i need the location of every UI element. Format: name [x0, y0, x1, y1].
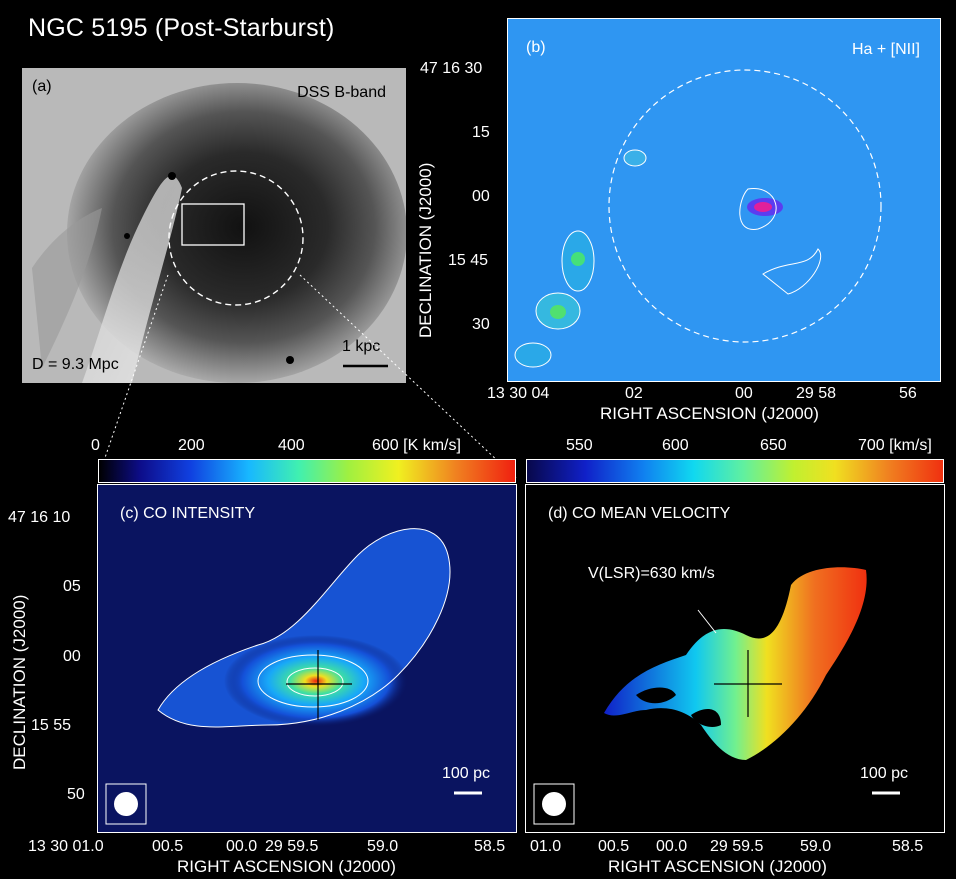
panel-c-xlabel: RIGHT ASCENSION (J2000) — [177, 857, 396, 876]
panel-c-xtick-3: 29 59.5 — [265, 838, 319, 855]
panel-b-line: Ha + [NII] — [851, 41, 920, 58]
panel-c-cbar-tick-3: 600 [K km/s] — [372, 437, 461, 454]
panel-d-label: (d) CO MEAN VELOCITY — [548, 505, 731, 522]
panel-c-xtick-2: 00.0 — [226, 838, 258, 855]
co-velocity-graphic — [533, 567, 900, 825]
panel-d-cbar-tick-0: 550 — [566, 437, 593, 454]
panel-d-scale-label: 100 pc — [860, 765, 909, 782]
panel-c-xtick-5: 58.5 — [474, 838, 506, 855]
panel-d-xlabel: RIGHT ASCENSION (J2000) — [608, 857, 827, 876]
panel-c-ytick-0: 47 16 10 — [8, 509, 71, 526]
panel-b-xtick-4: 56 — [899, 385, 917, 402]
panel-c-ytick-2: 00 — [63, 648, 81, 665]
panel-b-xtick-0: 13 30 04 — [487, 385, 550, 402]
panel-b-label: (b) — [526, 39, 546, 56]
panel-b-ytick-2: 00 — [472, 188, 490, 205]
panel-c-ytick-3: 15 55 — [31, 717, 72, 734]
panel-a-band: DSS B-band — [297, 84, 386, 101]
panel-a-scale-label: 1 kpc — [342, 338, 381, 355]
panel-b-xtick-1: 02 — [625, 385, 643, 402]
panel-c-colorbar — [98, 459, 516, 483]
panel-d-xtick-4: 59.0 — [800, 838, 832, 855]
panel-c-cbar-tick-2: 400 — [278, 437, 305, 454]
panel-c-cbar-tick-0: 0 — [91, 437, 100, 454]
panel-c-ylabel: DECLINATION (J2000) — [10, 594, 29, 770]
dss-image-graphic — [32, 83, 406, 383]
panel-c-xtick-0: 13 30 01.0 — [28, 838, 104, 855]
panel-a-distance: D = 9.3 Mpc — [32, 356, 119, 373]
panel-b-xlabel: RIGHT ASCENSION (J2000) — [600, 404, 819, 423]
panel-b-halpha-map: (b) Ha + [NII] — [507, 18, 941, 382]
panel-d-colorbar — [526, 459, 944, 483]
halpha-map-graphic — [514, 69, 882, 368]
panel-b-ytick-0: 47 16 30 — [420, 60, 483, 77]
panel-b-ylabel: DECLINATION (J2000) — [416, 162, 435, 338]
panel-b-xtick-3: 29 58 — [796, 385, 837, 402]
figure-title: NGC 5195 (Post-Starburst) — [28, 14, 335, 42]
panel-d-co-velocity-map: (d) CO MEAN VELOCITY V(LSR)=630 km/s 100… — [525, 484, 945, 833]
panel-d-xtick-0: 01.0 — [530, 838, 562, 855]
panel-b-xtick-2: 00 — [735, 385, 753, 402]
panel-c-xtick-1: 00.5 — [152, 838, 184, 855]
panel-b-ytick-1: 15 — [472, 124, 490, 141]
panel-c-co-intensity-map: (c) CO INTENSITY 100 pc — [97, 484, 517, 833]
panel-d-xtick-3: 29 59.5 — [710, 838, 764, 855]
panel-d-cbar-tick-1: 600 — [662, 437, 689, 454]
panel-a-label: (a) — [32, 78, 52, 95]
panel-c-scale-label: 100 pc — [442, 765, 491, 782]
panel-a-dss-image: (a) DSS B-band D = 9.3 Mpc 1 kpc — [22, 68, 406, 383]
panel-b-ytick-4: 30 — [472, 316, 490, 333]
panel-d-cbar-tick-2: 650 — [760, 437, 787, 454]
panel-d-xtick-2: 00.0 — [656, 838, 688, 855]
panel-d-xtick-1: 00.5 — [598, 838, 630, 855]
panel-c-ytick-1: 05 — [63, 578, 81, 595]
panel-d-cbar-tick-3: 700 [km/s] — [858, 437, 932, 454]
panel-c-xtick-4: 59.0 — [367, 838, 399, 855]
panel-c-ytick-4: 50 — [67, 786, 85, 803]
panel-c-cbar-tick-1: 200 — [178, 437, 205, 454]
co-intensity-graphic — [105, 528, 482, 825]
panel-d-annotation: V(LSR)=630 km/s — [588, 565, 715, 582]
panel-b-ytick-3: 15 45 — [448, 252, 489, 269]
panel-c-label: (c) CO INTENSITY — [120, 505, 256, 522]
panel-d-xtick-5: 58.5 — [892, 838, 924, 855]
